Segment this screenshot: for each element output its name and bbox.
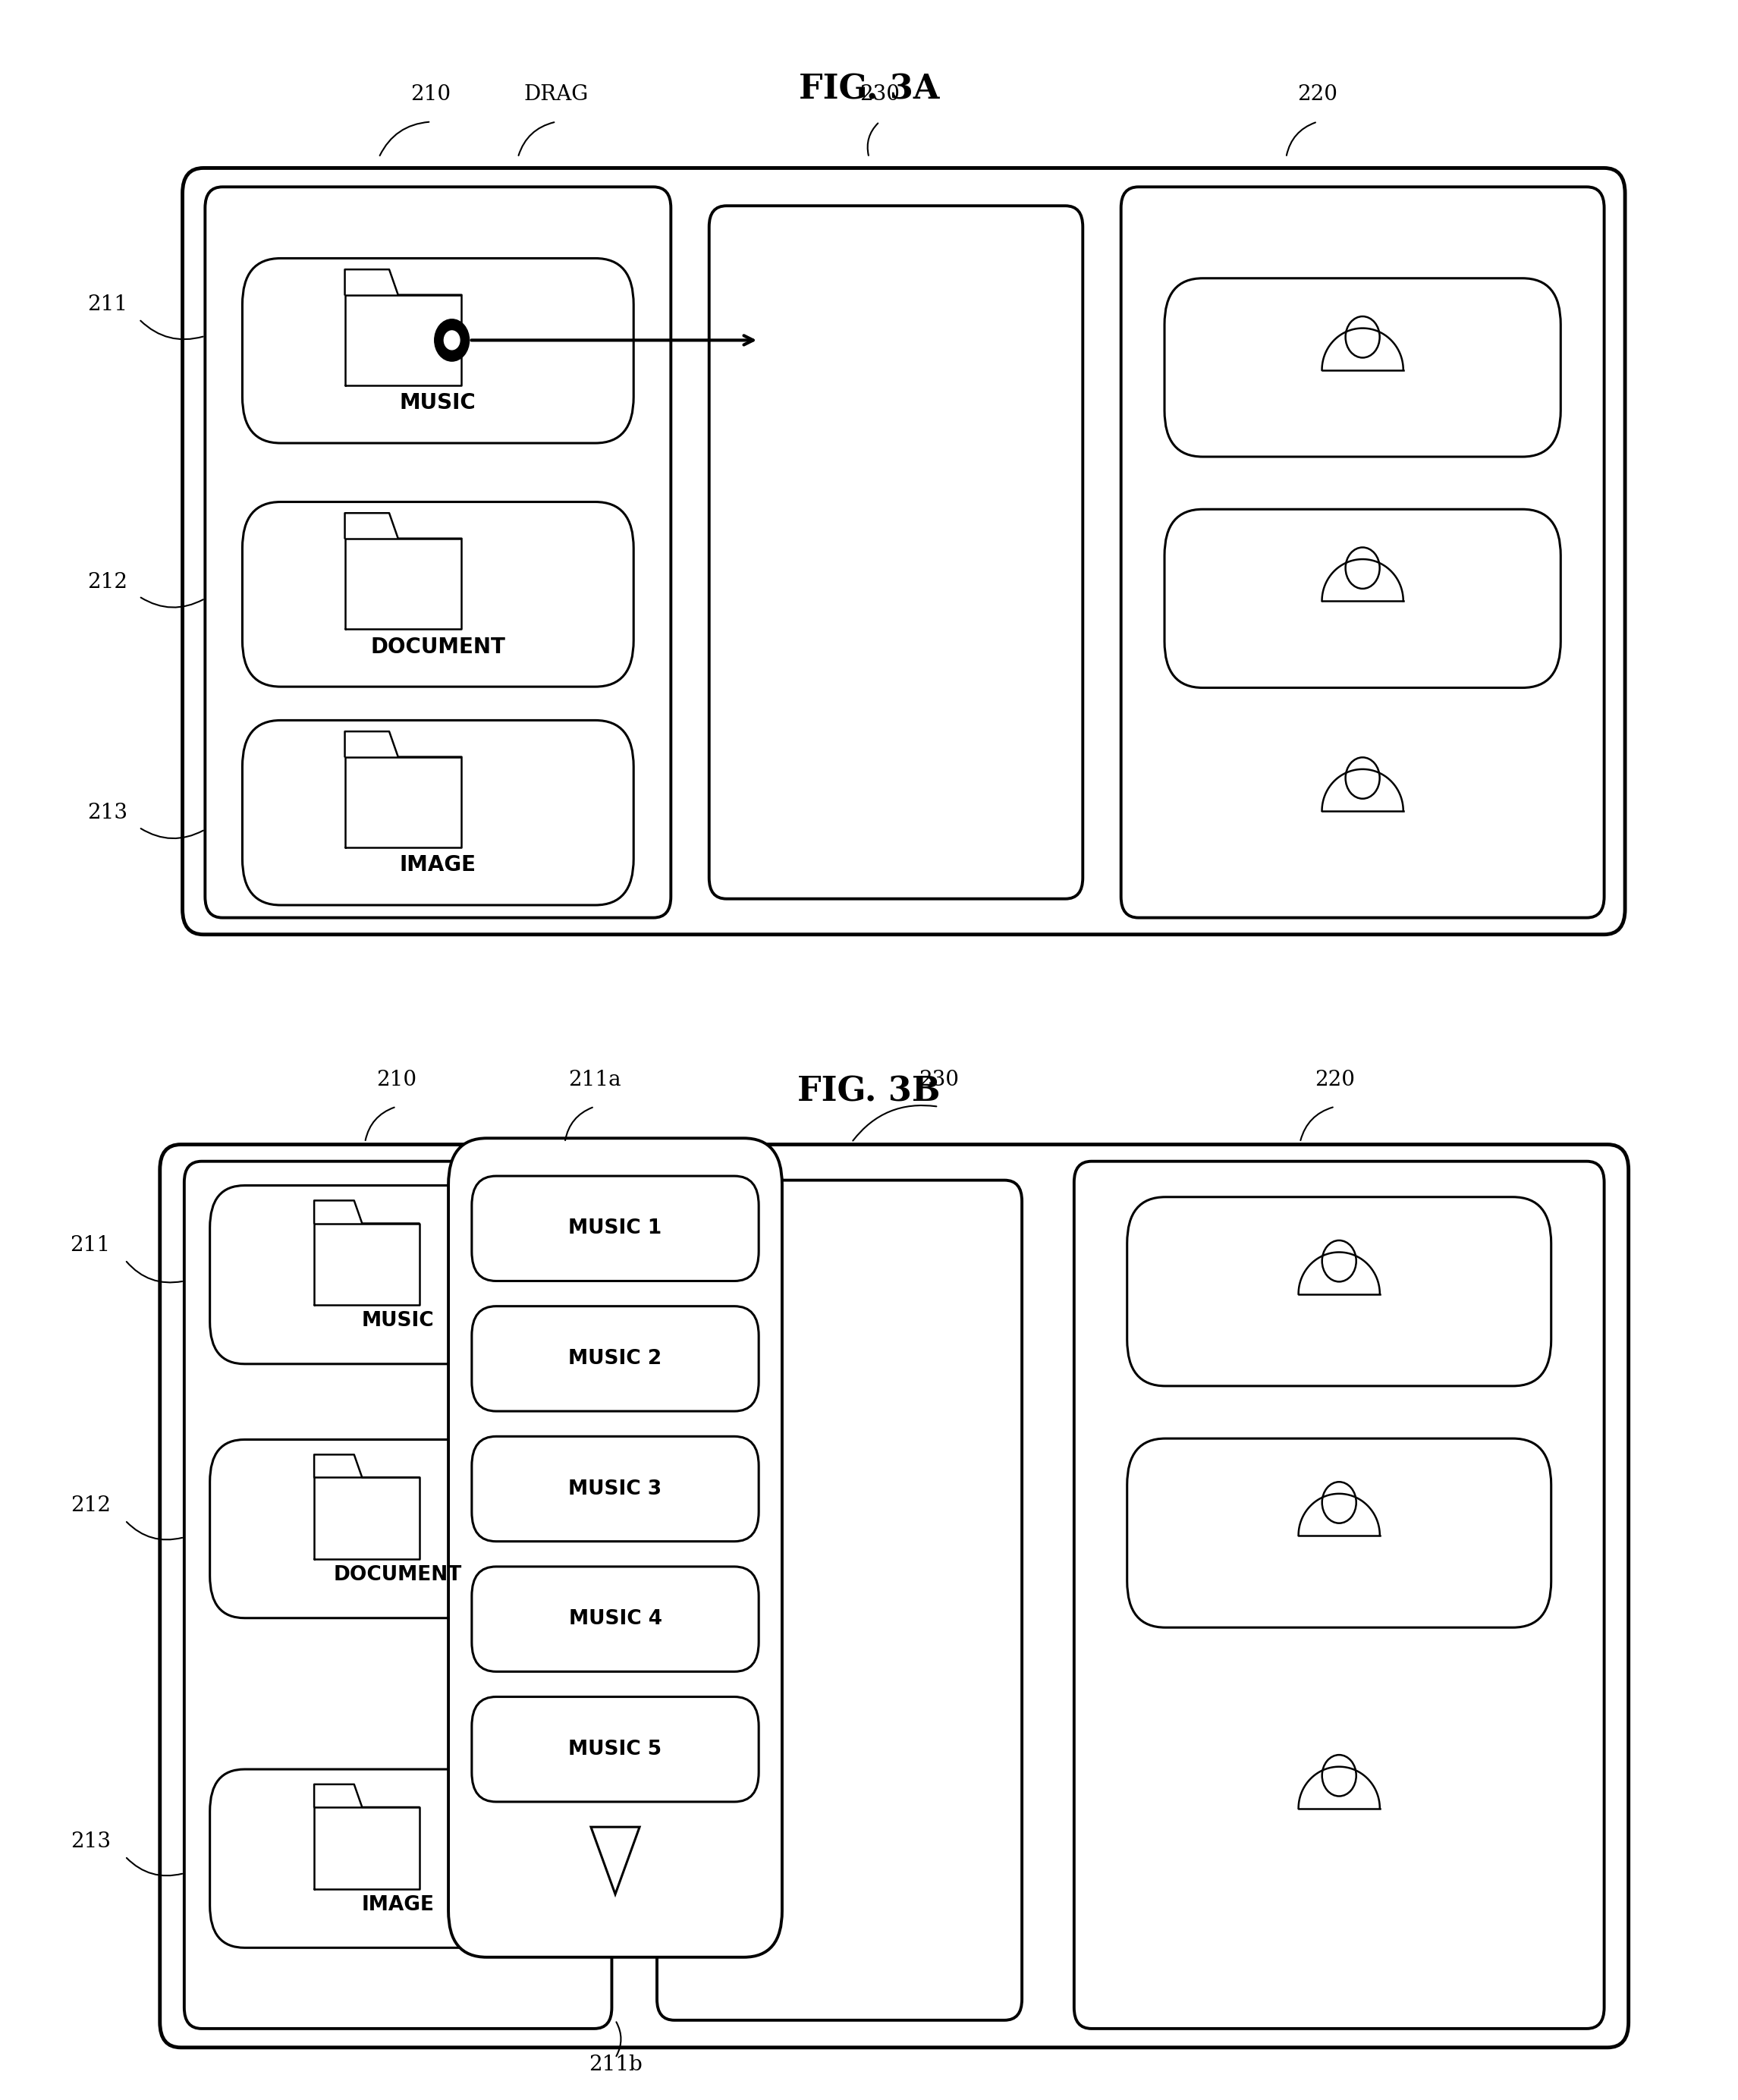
Text: 230: 230 bbox=[918, 1069, 959, 1090]
Text: DOCUMENT: DOCUMENT bbox=[334, 1564, 462, 1585]
Text: 211b: 211b bbox=[589, 2054, 641, 2075]
Text: 230: 230 bbox=[859, 84, 900, 105]
Text: 210: 210 bbox=[410, 84, 452, 105]
Text: 220: 220 bbox=[1314, 1069, 1356, 1090]
Text: 210: 210 bbox=[375, 1069, 417, 1090]
Text: MUSIC 1: MUSIC 1 bbox=[568, 1218, 662, 1239]
FancyBboxPatch shape bbox=[1074, 1161, 1604, 2029]
Text: 212: 212 bbox=[70, 1495, 111, 1516]
Text: DOCUMENT: DOCUMENT bbox=[370, 636, 506, 657]
Text: IMAGE: IMAGE bbox=[400, 855, 476, 876]
FancyBboxPatch shape bbox=[657, 1180, 1022, 2020]
FancyBboxPatch shape bbox=[210, 1441, 586, 1617]
FancyBboxPatch shape bbox=[242, 258, 634, 443]
FancyBboxPatch shape bbox=[471, 1176, 760, 1281]
FancyBboxPatch shape bbox=[471, 1697, 760, 1802]
Text: 213: 213 bbox=[87, 802, 129, 823]
FancyBboxPatch shape bbox=[471, 1436, 760, 1541]
FancyBboxPatch shape bbox=[709, 206, 1083, 899]
Text: MUSIC 4: MUSIC 4 bbox=[568, 1609, 662, 1630]
FancyBboxPatch shape bbox=[210, 1184, 586, 1365]
FancyBboxPatch shape bbox=[471, 1567, 760, 1672]
FancyBboxPatch shape bbox=[1126, 1438, 1550, 1628]
FancyBboxPatch shape bbox=[184, 1161, 612, 2029]
FancyBboxPatch shape bbox=[471, 1306, 760, 1411]
Text: 211: 211 bbox=[70, 1235, 111, 1256]
Text: DRAG: DRAG bbox=[523, 84, 589, 105]
FancyBboxPatch shape bbox=[210, 1768, 586, 1949]
Text: 211: 211 bbox=[87, 294, 129, 315]
Text: 220: 220 bbox=[1297, 84, 1338, 105]
FancyBboxPatch shape bbox=[182, 168, 1625, 934]
Text: FIG. 3B: FIG. 3B bbox=[798, 1075, 940, 1109]
Text: MUSIC: MUSIC bbox=[400, 393, 476, 414]
Circle shape bbox=[445, 332, 459, 351]
Text: MUSIC 3: MUSIC 3 bbox=[568, 1478, 662, 1499]
Text: MUSIC: MUSIC bbox=[362, 1310, 434, 1331]
Text: FIG. 3A: FIG. 3A bbox=[799, 74, 939, 107]
Text: IMAGE: IMAGE bbox=[362, 1894, 434, 1915]
FancyBboxPatch shape bbox=[242, 502, 634, 687]
Text: MUSIC 5: MUSIC 5 bbox=[568, 1739, 662, 1760]
Text: 211a: 211a bbox=[568, 1069, 620, 1090]
FancyBboxPatch shape bbox=[448, 1138, 782, 1957]
Text: 212: 212 bbox=[87, 571, 129, 592]
FancyBboxPatch shape bbox=[1164, 279, 1561, 458]
FancyBboxPatch shape bbox=[242, 720, 634, 905]
Text: 213: 213 bbox=[70, 1831, 111, 1852]
FancyBboxPatch shape bbox=[1121, 187, 1604, 918]
FancyBboxPatch shape bbox=[1126, 1197, 1550, 1386]
Circle shape bbox=[434, 319, 469, 361]
FancyBboxPatch shape bbox=[160, 1144, 1629, 2048]
FancyBboxPatch shape bbox=[205, 187, 671, 918]
FancyBboxPatch shape bbox=[1164, 510, 1561, 689]
Text: MUSIC 2: MUSIC 2 bbox=[568, 1348, 662, 1369]
